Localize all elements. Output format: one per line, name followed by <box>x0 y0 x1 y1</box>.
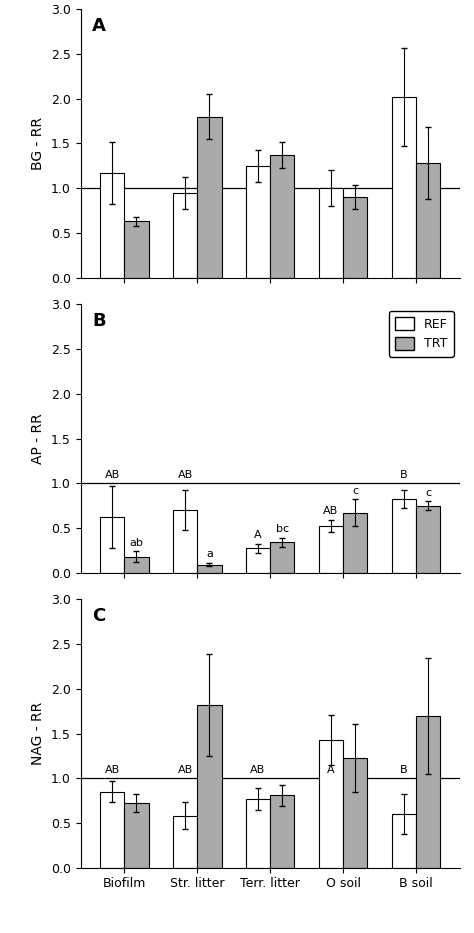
Text: A: A <box>327 765 335 774</box>
Bar <box>392 97 416 278</box>
Text: A: A <box>254 531 262 540</box>
Bar <box>416 163 440 278</box>
Bar <box>246 799 270 868</box>
Legend: REF, TRT: REF, TRT <box>389 311 454 356</box>
Text: a: a <box>206 550 213 559</box>
Bar <box>173 510 197 573</box>
Bar <box>343 513 367 573</box>
Text: C: C <box>92 607 105 625</box>
Text: AB: AB <box>250 765 265 774</box>
Y-axis label: AP - RR: AP - RR <box>31 413 46 464</box>
Bar <box>392 499 416 573</box>
Bar <box>319 188 343 278</box>
Bar <box>100 517 124 573</box>
Bar <box>173 192 197 278</box>
Bar <box>124 221 149 278</box>
Bar <box>173 815 197 868</box>
Text: AB: AB <box>323 507 338 516</box>
Text: AB: AB <box>105 765 120 774</box>
Bar <box>270 542 294 573</box>
Bar <box>197 564 221 573</box>
Bar <box>343 197 367 278</box>
Bar <box>100 173 124 278</box>
Bar <box>416 506 440 573</box>
Text: B: B <box>92 313 106 330</box>
Text: AB: AB <box>177 469 193 480</box>
Bar <box>392 814 416 868</box>
Bar <box>319 526 343 573</box>
Text: AB: AB <box>105 469 120 480</box>
Text: c: c <box>425 488 431 497</box>
Bar <box>197 117 221 278</box>
Text: B: B <box>400 765 408 774</box>
Text: A: A <box>92 18 106 35</box>
Bar <box>319 740 343 868</box>
Bar <box>246 549 270 573</box>
Text: ab: ab <box>129 537 144 548</box>
Bar <box>124 803 149 868</box>
Bar <box>246 166 270 278</box>
Bar <box>124 556 149 573</box>
Bar <box>270 155 294 278</box>
Bar <box>416 716 440 868</box>
Bar <box>100 792 124 868</box>
Bar <box>343 758 367 868</box>
Text: AB: AB <box>177 765 193 774</box>
Bar <box>270 795 294 868</box>
Y-axis label: NAG - RR: NAG - RR <box>31 702 46 765</box>
Text: B: B <box>400 469 408 480</box>
Text: c: c <box>352 486 358 495</box>
Y-axis label: BG - RR: BG - RR <box>31 117 46 170</box>
Bar <box>197 705 221 868</box>
Text: bc: bc <box>276 524 289 535</box>
